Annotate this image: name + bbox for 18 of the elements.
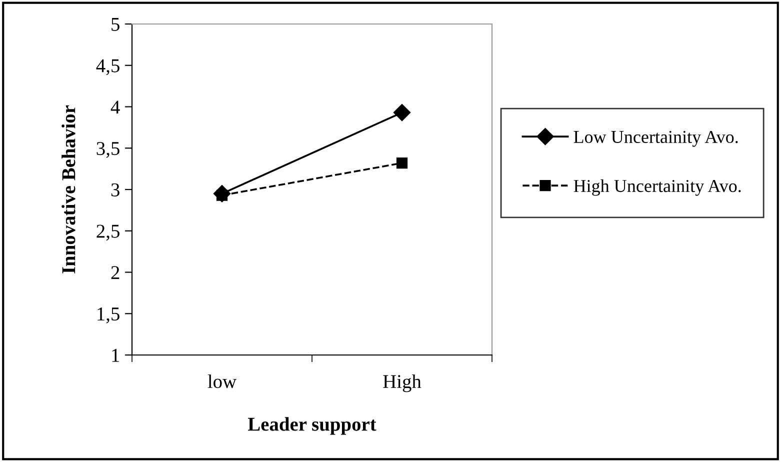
- y-tick-label: 4: [110, 100, 120, 114]
- y-axis-title: Innovative Behavior: [62, 105, 76, 274]
- legend-label: Low Uncertainity Avo.: [574, 130, 738, 147]
- y-tick-label: 2,5: [96, 224, 120, 241]
- x-axis-title: Leader support: [248, 417, 376, 435]
- y-tick-label: 3: [111, 183, 120, 196]
- point: [396, 157, 408, 169]
- point: [213, 185, 231, 202]
- y-tick-label: 5: [112, 18, 120, 31]
- y-tick-label: 1,5: [98, 308, 120, 324]
- y-tick-label: 2: [111, 266, 120, 279]
- x-tick-label: High: [383, 374, 422, 392]
- y-tick-label: 3,5: [96, 142, 120, 158]
- y-tick-label: 1: [112, 348, 120, 362]
- legend-label: High Uncertainity Avo.: [574, 179, 741, 196]
- y-tick-label: 4,5: [96, 59, 120, 76]
- x-tick-label: low: [208, 374, 236, 388]
- point: [393, 104, 411, 122]
